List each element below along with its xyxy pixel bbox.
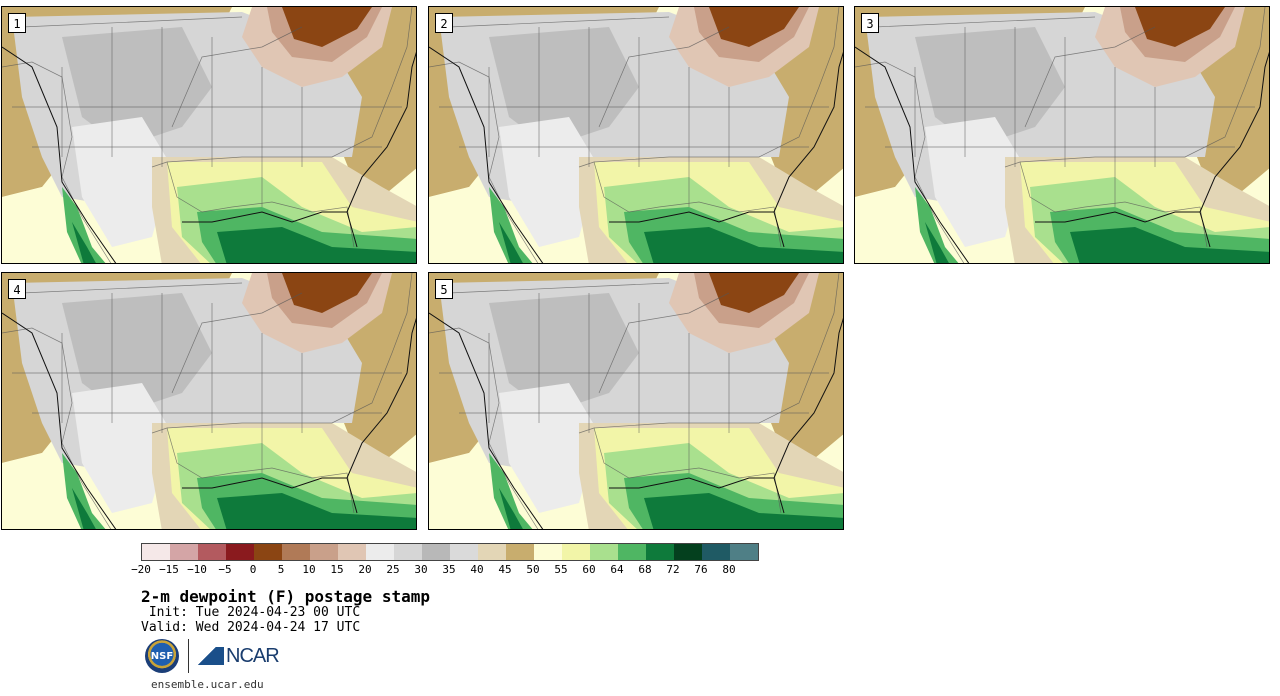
colorbar-tick-label: 50: [526, 563, 540, 576]
panel-number: 3: [861, 13, 879, 33]
colorbar-tick-label: 0: [249, 563, 257, 576]
colorbar-tick-label: 76: [694, 563, 708, 576]
colorbar-tick-label: −5: [218, 563, 232, 576]
colorbar-tick-label: 5: [277, 563, 285, 576]
dewpoint-map: [429, 273, 843, 529]
ncar-logo-mark: [198, 647, 224, 665]
colorbar-tick-label: 20: [358, 563, 372, 576]
colorbar-tick-label: 45: [498, 563, 512, 576]
colorbar-tick-label: 15: [330, 563, 344, 576]
colorbar-swatch: [366, 544, 394, 560]
map-panel-1: 1: [1, 6, 417, 264]
panel-number: 5: [435, 279, 453, 299]
colorbar-swatch: [198, 544, 226, 560]
map-panel-4: 4: [1, 272, 417, 530]
panel-number: 4: [8, 279, 26, 299]
panel-number: 1: [8, 13, 26, 33]
colorbar-tick-label: −20: [131, 563, 151, 576]
colorbar-swatch: [338, 544, 366, 560]
map-panel-3: 3: [854, 6, 1270, 264]
colorbar: [141, 543, 759, 561]
colorbar-swatch: [618, 544, 646, 560]
init-time: Init: Tue 2024-04-23 00 UTC: [141, 605, 361, 620]
colorbar-tick-label: 40: [470, 563, 484, 576]
colorbar-swatch: [730, 544, 758, 560]
colorbar-swatch: [590, 544, 618, 560]
dewpoint-map: [2, 7, 416, 263]
map-panel-5: 5: [428, 272, 844, 530]
colorbar-swatch: [674, 544, 702, 560]
colorbar-tick-label: −10: [187, 563, 207, 576]
colorbar-tick-label: 64: [610, 563, 624, 576]
colorbar-swatch: [254, 544, 282, 560]
dewpoint-map: [2, 273, 416, 529]
colorbar-swatch: [142, 544, 170, 560]
nsf-logo: NSF: [145, 639, 179, 673]
colorbar-swatch: [562, 544, 590, 560]
colorbar-tick-label: 60: [582, 563, 596, 576]
logo-divider: [188, 639, 189, 673]
logos: NSF NCAR: [145, 638, 280, 674]
colorbar-tick-label: 25: [386, 563, 400, 576]
ncar-logo: NCAR: [226, 644, 280, 667]
colorbar-swatch: [702, 544, 730, 560]
colorbar-swatch: [282, 544, 310, 560]
colorbar-swatch: [478, 544, 506, 560]
panel-number: 2: [435, 13, 453, 33]
valid-time: Valid: Wed 2024-04-24 17 UTC: [141, 620, 361, 635]
colorbar-tick-label: 55: [554, 563, 568, 576]
dewpoint-map: [429, 7, 843, 263]
colorbar-swatch: [226, 544, 254, 560]
colorbar-swatch: [506, 544, 534, 560]
map-panel-2: 2: [428, 6, 844, 264]
website-link[interactable]: ensemble.ucar.edu: [151, 678, 264, 691]
colorbar-swatch: [450, 544, 478, 560]
colorbar-swatch: [646, 544, 674, 560]
colorbar-tick-label: 10: [302, 563, 316, 576]
colorbar-tick-label: −15: [159, 563, 179, 576]
colorbar-swatch: [310, 544, 338, 560]
colorbar-swatch: [534, 544, 562, 560]
colorbar-tick-label: 30: [414, 563, 428, 576]
colorbar-tick-label: 35: [442, 563, 456, 576]
colorbar-swatch: [422, 544, 450, 560]
page-title: 2-m dewpoint (F) postage stamp: [141, 587, 430, 606]
colorbar-swatch: [170, 544, 198, 560]
colorbar-tick-label: 68: [638, 563, 652, 576]
colorbar-swatch: [394, 544, 422, 560]
colorbar-tick-label: 72: [666, 563, 680, 576]
colorbar-tick-label: 80: [722, 563, 736, 576]
dewpoint-map: [855, 7, 1269, 263]
